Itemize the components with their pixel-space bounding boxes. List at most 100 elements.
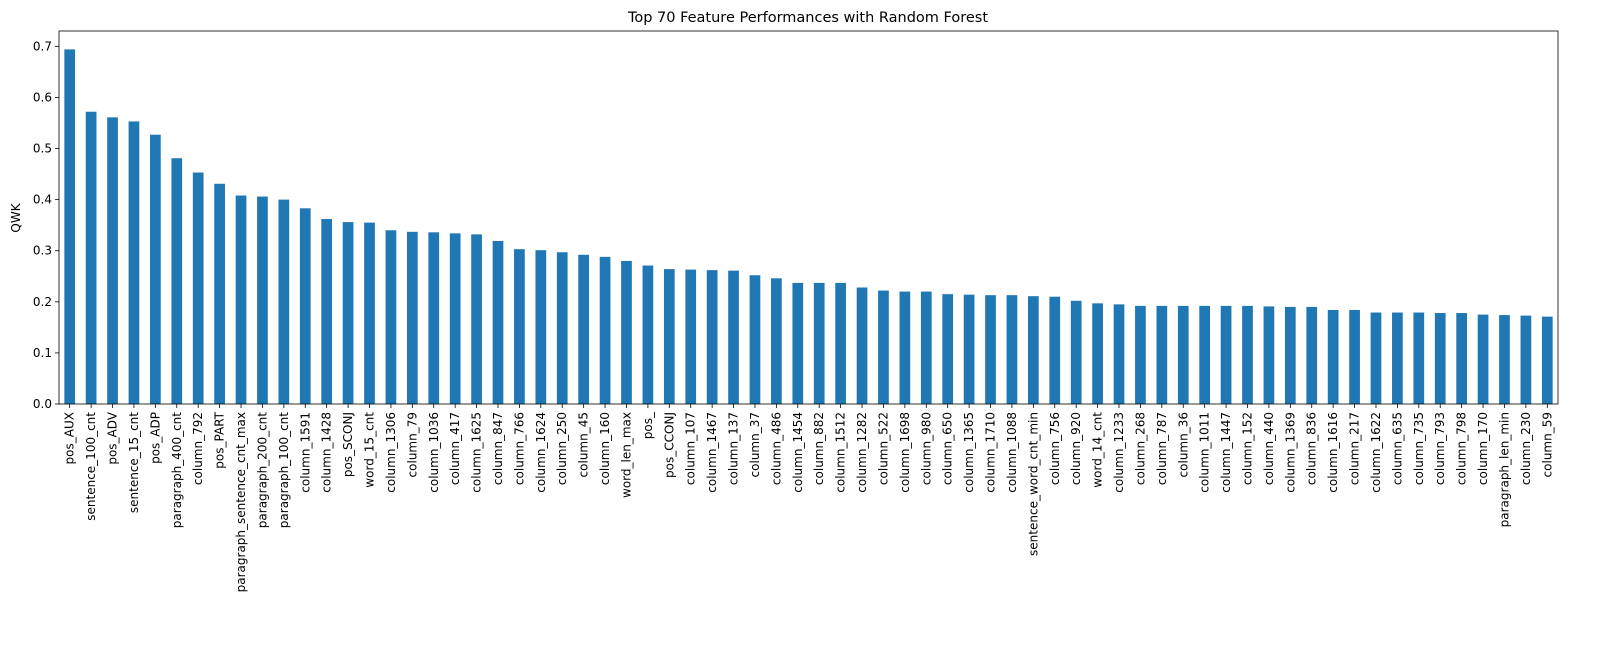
bar [1263,306,1275,404]
bar [1156,305,1168,404]
x-axis-ticks: pos_AUX sentence_100_cnt pos_ADV sentence_1… [63,404,1554,592]
bar [1477,314,1489,404]
bar [899,291,911,404]
bar [1349,309,1360,404]
bar [835,282,846,404]
bar [920,291,932,404]
bar [706,270,718,404]
x-tick-label: column_217 [1348,412,1362,485]
bar [1456,313,1467,404]
bar [385,230,397,404]
bar [1070,300,1082,404]
bar [150,134,161,404]
x-tick-label: column_1088 [1005,412,1019,493]
bar [1306,306,1318,404]
bars-group [64,49,1553,405]
x-tick-label: pos_SCONJ [341,412,355,477]
bar [1413,312,1425,404]
x-tick-label: column_440 [1262,412,1276,485]
x-tick-label: column_152 [1240,412,1254,485]
bar [235,195,247,404]
x-tick-label: column_920 [1069,412,1083,485]
bar [642,265,654,404]
bar [535,250,547,404]
bar [1499,315,1510,404]
bar [1284,306,1296,404]
x-tick-label: word_14_cnt [1091,412,1105,488]
x-tick-label: column_798 [1455,412,1469,485]
x-tick-label: pos_PART [213,411,227,468]
y-axis-label: QWK [9,202,23,232]
bar [364,222,375,404]
x-tick-label: sentence_100_cnt [84,412,98,521]
chart-title: Top 70 Feature Performances with Random … [627,10,988,26]
bar [985,295,996,404]
x-tick-label: word_15_cnt [363,412,377,488]
x-tick-label: column_1698 [898,412,912,493]
x-tick-label: paragraph_sentence_cnt_max [234,412,248,592]
x-tick-label: column_650 [941,412,955,485]
x-tick-label: column_59 [1540,412,1554,477]
bar [214,183,225,404]
bar [1370,312,1382,404]
y-tick-label: 0.5 [33,142,52,156]
x-tick-label: column_1591 [298,412,312,493]
x-tick-label: column_1710 [984,412,998,493]
y-tick-label: 0.3 [33,244,52,258]
x-tick-label: column_635 [1390,412,1404,485]
y-tick-label: 0.7 [33,39,52,53]
bar [1199,305,1211,404]
bar [942,294,954,404]
x-tick-label: paragraph_400_cnt [170,412,184,528]
y-tick-label: 0.6 [33,90,52,104]
x-tick-label: column_170 [1476,412,1490,485]
x-tick-label: column_1369 [1283,412,1297,493]
bar [128,121,140,404]
bar [321,219,333,404]
x-tick-label: column_1306 [384,412,398,493]
bar [1434,313,1446,404]
bar [749,275,761,404]
bar [856,287,868,404]
x-tick-label: column_1365 [962,412,976,493]
x-tick-label: column_522 [876,412,890,485]
plot-frame [58,30,1559,405]
bar [599,256,611,404]
bar [1392,312,1403,404]
bar [299,208,311,404]
bar [663,269,675,404]
bar [578,254,590,404]
x-tick-label: column_735 [1412,412,1426,485]
x-tick-label: sentence_word_cnt_min [1026,412,1040,556]
x-tick-label: column_1233 [1112,412,1126,493]
x-tick-label: paragraph_200_cnt [255,412,269,528]
x-tick-label: column_787 [1155,412,1169,485]
bar [1135,305,1146,404]
y-tick-label: 0.0 [33,397,52,411]
x-tick-label: column_1467 [705,412,719,493]
x-tick-label: word_len_max [619,412,633,498]
x-tick-label: column_268 [1133,412,1147,485]
y-tick-label: 0.1 [33,346,52,360]
y-tick-label: 0.4 [33,193,52,207]
bar [1220,305,1232,404]
bar [278,199,290,404]
bar [813,282,825,404]
x-tick-label: column_836 [1305,412,1319,485]
bar [1049,296,1061,404]
bar [171,158,183,404]
x-tick-label: column_417 [448,412,462,485]
x-tick-label: pos_CCONJ [662,412,676,478]
bar [556,252,568,404]
x-tick-label: column_847 [491,412,505,485]
bar [792,282,804,404]
bar [471,234,482,404]
x-tick-label: column_250 [555,412,569,485]
bar [492,241,504,404]
bar [771,278,782,404]
x-tick-label: pos_ADP [148,412,162,464]
bar [621,260,632,404]
x-tick-label: column_45 [577,412,591,477]
x-tick-label: column_160 [598,412,612,485]
bar [878,290,889,404]
